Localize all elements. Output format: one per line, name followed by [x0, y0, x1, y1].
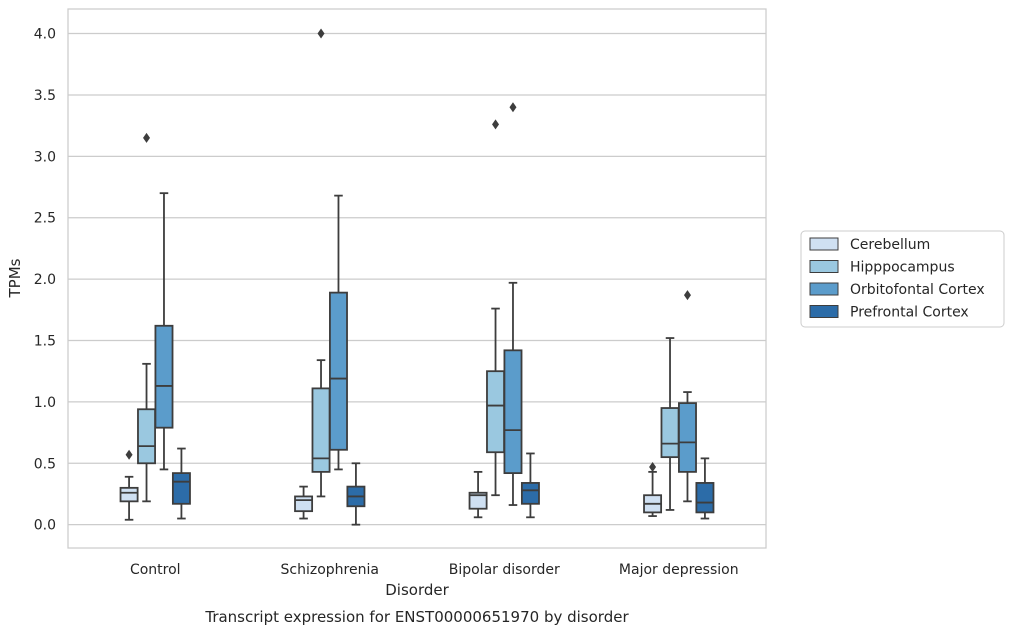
box-iqr	[468, 491, 488, 510]
legend-swatch	[809, 282, 839, 296]
box-orbitofontal-cortex	[678, 290, 697, 503]
outlier-point	[317, 28, 325, 39]
box-cerebellum	[643, 461, 663, 517]
box-cerebellum	[468, 470, 488, 519]
box-groups	[119, 28, 715, 526]
box-iqr	[660, 407, 680, 459]
outlier-point	[649, 461, 657, 472]
outlier-point	[492, 119, 500, 130]
box-iqr	[520, 482, 540, 505]
box-iqr	[695, 482, 715, 514]
box-orbitofontal-cortex	[503, 102, 523, 506]
y-axis-ticks: 0.0 0.5 1.0 1.5 2.0 2.5 3.0 3.5 4.0	[34, 27, 56, 534]
y-axis-title: TPMs	[6, 258, 24, 298]
y-tick-label: 3.5	[34, 88, 56, 104]
box-cerebellum	[119, 449, 139, 521]
y-tick-label: 0.5	[34, 456, 56, 472]
x-tick-label: Major depression	[619, 562, 739, 578]
box-iqr	[171, 472, 191, 505]
box-prefrontal-cortex	[171, 447, 191, 520]
box-iqr	[329, 291, 348, 451]
legend: Cerebellum Hipppocampus Orbitofontal Corte…	[800, 230, 1005, 328]
x-axis-title: Disorder	[385, 581, 449, 599]
y-tick-label: 0.0	[34, 518, 56, 534]
box-iqr	[294, 495, 314, 513]
grid-lines	[68, 32, 766, 526]
box-hipppocampus	[311, 28, 331, 498]
x-axis-ticks: Control Schizophrenia Bipolar disorder Majo…	[130, 562, 739, 578]
box-iqr	[137, 408, 156, 465]
box-cerebellum	[294, 485, 314, 520]
box-iqr	[503, 349, 523, 475]
outlier-point	[683, 290, 691, 301]
box-hipppocampus	[137, 132, 156, 503]
legend-swatch	[809, 237, 839, 251]
y-tick-label: 4.0	[34, 27, 56, 43]
box-iqr	[154, 324, 174, 429]
x-tick-label: Control	[130, 562, 181, 578]
y-tick-label: 1.0	[34, 395, 56, 411]
y-tick-label: 2.5	[34, 211, 56, 227]
legend-swatch	[809, 260, 839, 273]
legend-label: Orbitofontal Cortex	[850, 282, 985, 298]
y-tick-label: 3.0	[34, 149, 56, 165]
box-hipppocampus	[660, 337, 680, 511]
y-tick-label: 1.5	[34, 334, 56, 350]
box-hipppocampus	[486, 119, 505, 497]
legend-label: Prefrontal Cortex	[850, 305, 969, 321]
box-iqr	[119, 486, 139, 503]
box-prefrontal-cortex	[346, 462, 366, 526]
box-orbitofontal-cortex	[154, 192, 174, 471]
x-tick-label: Bipolar disorder	[449, 562, 560, 578]
x-tick-label: Schizophrenia	[281, 562, 379, 578]
outlier-point	[509, 102, 517, 113]
box-iqr	[678, 402, 697, 473]
box-prefrontal-cortex	[695, 457, 715, 520]
outlier-point	[143, 132, 151, 143]
legend-label: Hipppocampus	[850, 260, 955, 276]
legend-swatch	[809, 305, 839, 318]
box-iqr	[311, 387, 331, 473]
box-orbitofontal-cortex	[329, 194, 348, 471]
chart-caption: Transcript expression for ENST0000065197…	[204, 608, 629, 626]
box-prefrontal-cortex	[520, 452, 540, 519]
legend-label: Cerebellum	[850, 237, 930, 253]
outlier-point	[125, 449, 133, 460]
y-tick-label: 2.0	[34, 272, 56, 288]
plot-area-frame	[67, 8, 767, 549]
legend-frame	[800, 230, 1005, 328]
box-iqr	[486, 370, 505, 454]
